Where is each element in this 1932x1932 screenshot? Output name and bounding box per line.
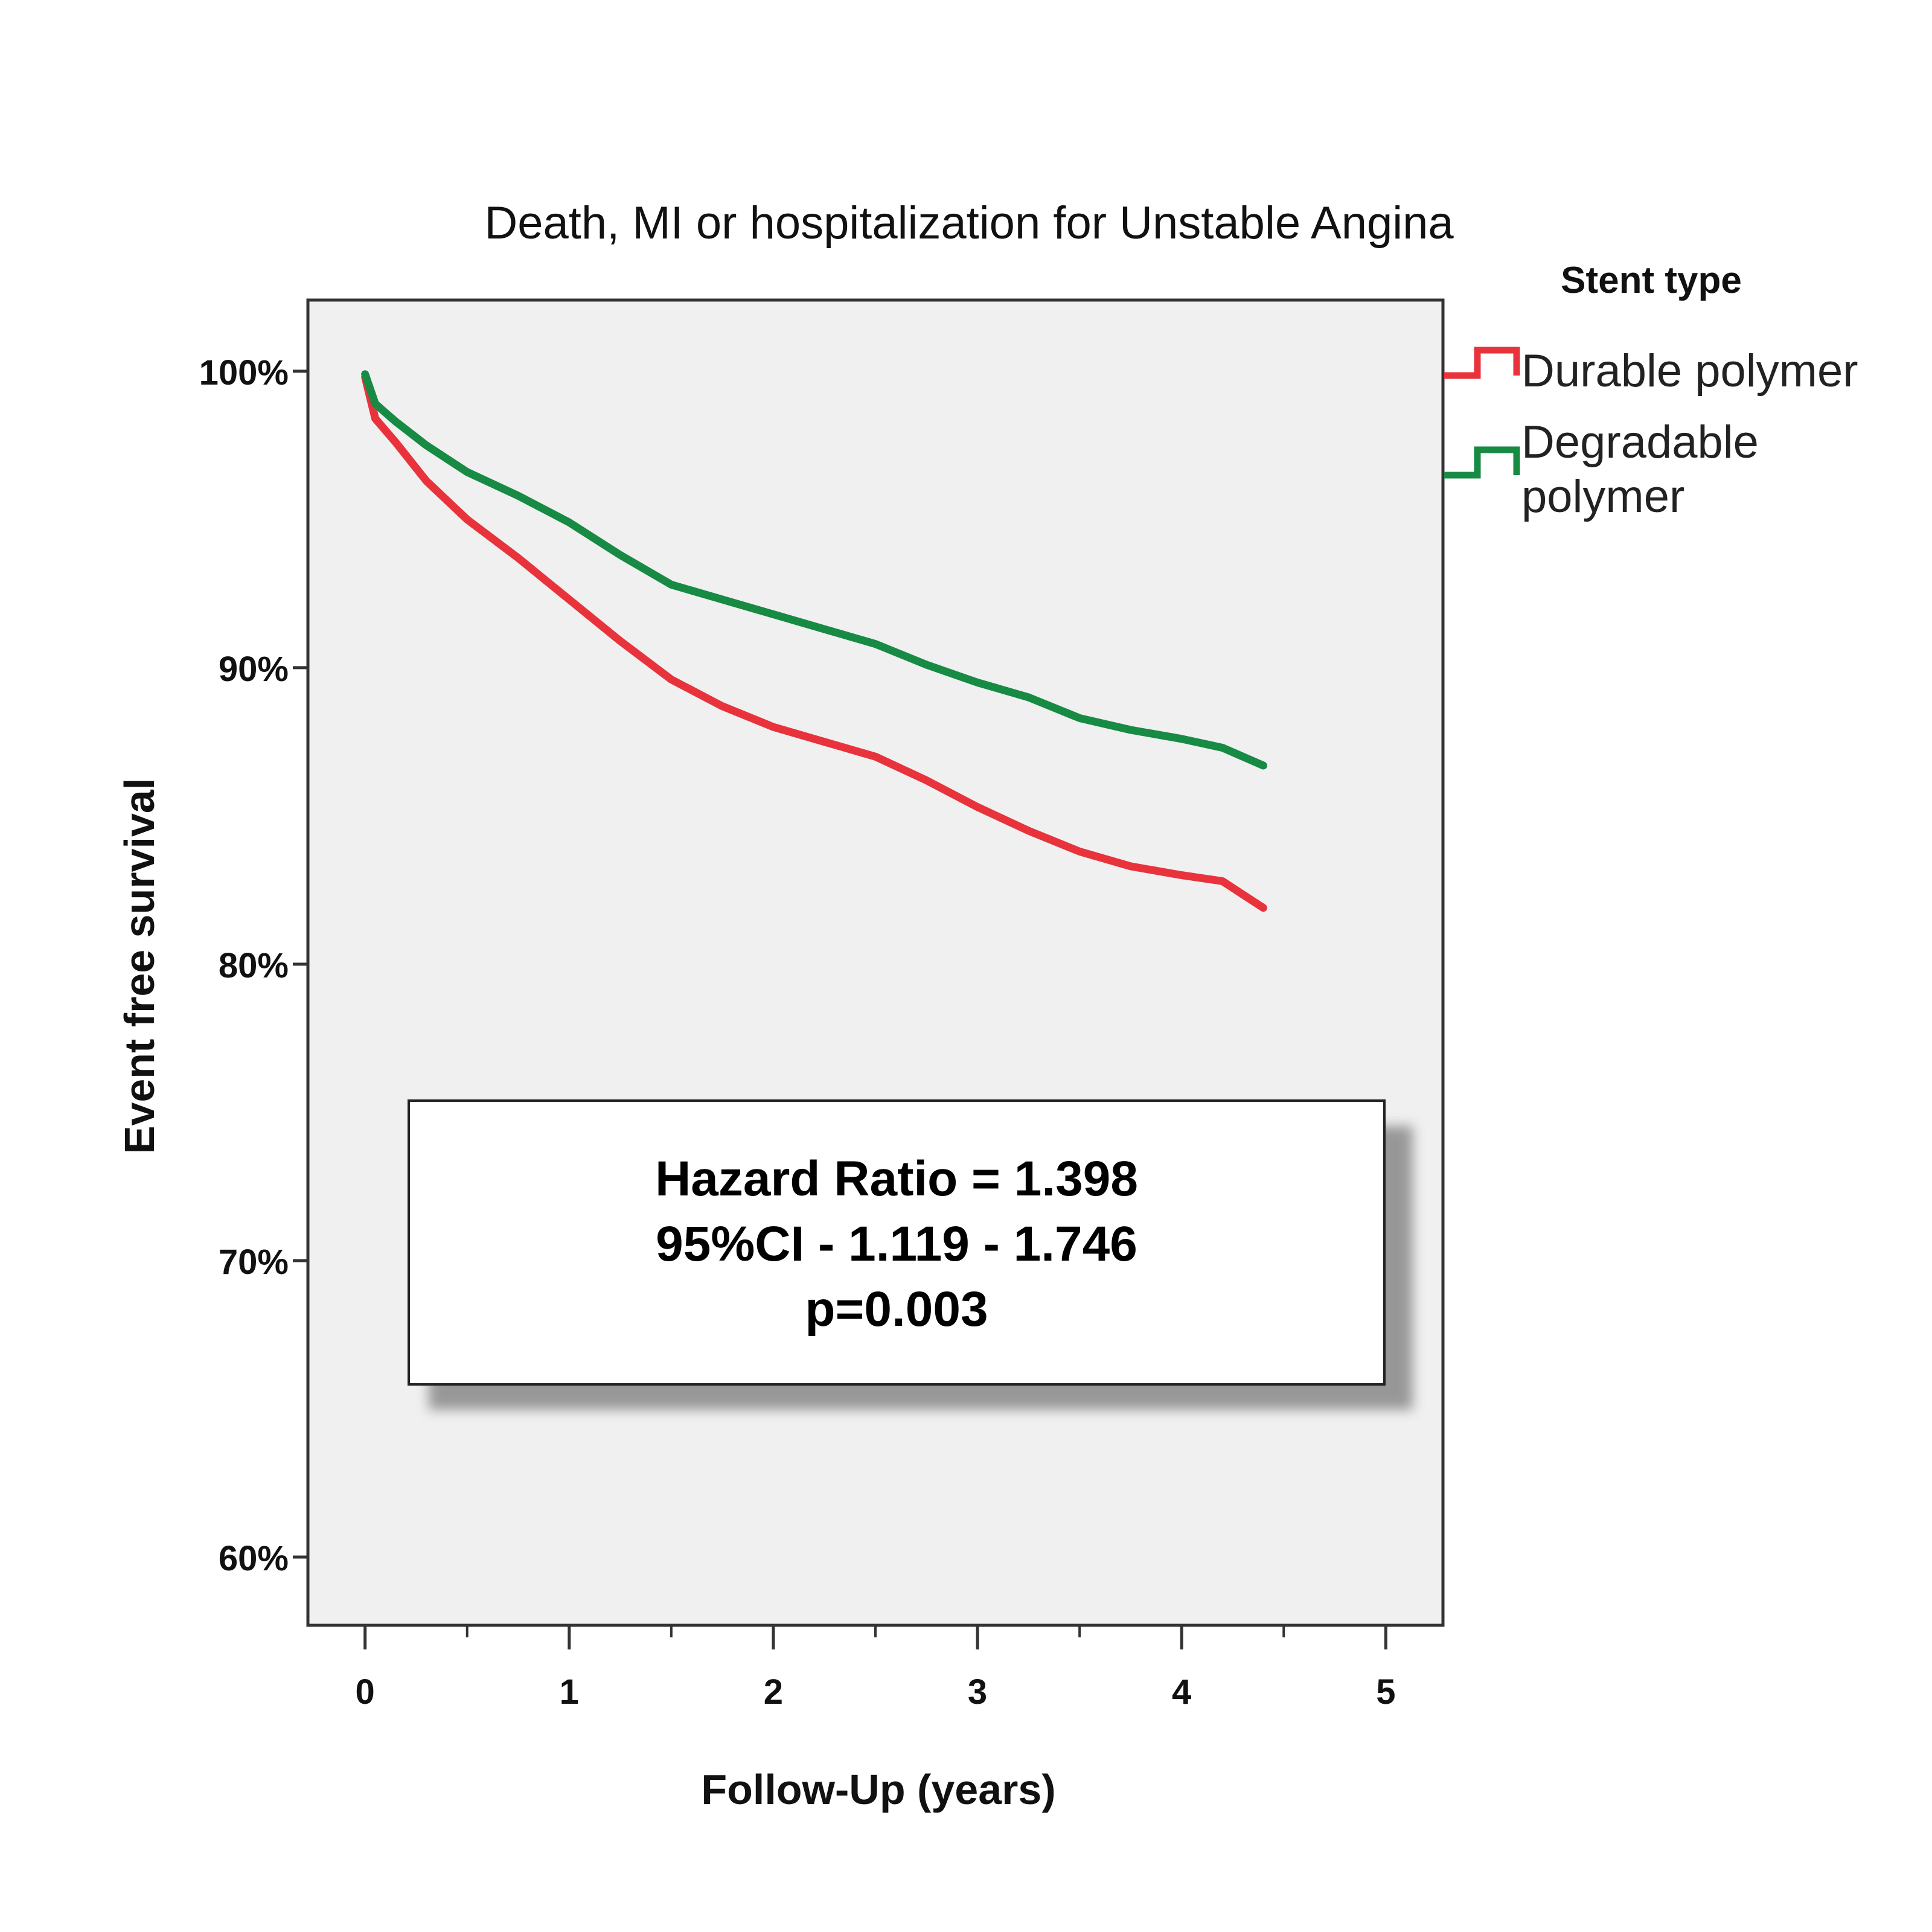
chart-title: Death, MI or hospitalization for Unstabl…: [484, 197, 1454, 249]
x-axis-label: Follow-Up (years): [701, 1766, 1055, 1813]
legend: Stent type Durable polymer Degradable po…: [1444, 260, 1858, 522]
legend-label-degradable-line-2: polymer: [1521, 471, 1684, 522]
series-layer: [361, 370, 1267, 912]
series-line-durable-polymer: [361, 373, 1267, 912]
legend-label-durable: Durable polymer: [1521, 345, 1858, 397]
x-tick-label: 3: [968, 1672, 987, 1712]
x-tick-label: 1: [560, 1672, 579, 1712]
annotation-line-3: p=0.003: [805, 1282, 988, 1337]
legend-label-degradable: Degradable polymer: [1521, 417, 1771, 522]
annotation-line-2: 95%CI - 1.119 - 1.746: [656, 1217, 1137, 1271]
y-axis-ticks: 60% 70% 80% 90% 100%: [199, 353, 308, 1578]
legend-title: Stent type: [1561, 260, 1742, 301]
x-tick-label: 5: [1376, 1672, 1395, 1712]
y-tick-label: 70%: [219, 1243, 289, 1282]
y-tick-label: 100%: [199, 353, 289, 392]
x-tick-label: 0: [356, 1672, 375, 1712]
x-tick-label: 4: [1172, 1672, 1191, 1712]
x-tick-label: 2: [764, 1672, 783, 1712]
y-tick-label: 80%: [219, 946, 289, 985]
legend-label-degradable-line-1: Degradable: [1521, 417, 1759, 468]
y-tick-label: 90%: [219, 650, 289, 689]
y-axis-label: Event free survival: [116, 778, 163, 1154]
y-tick-label: 60%: [219, 1539, 289, 1578]
series-line-degradable-polymer: [361, 370, 1267, 770]
x-axis-ticks: 0 1 2 3 4 5: [356, 1625, 1395, 1712]
legend-swatch-durable: [1444, 347, 1520, 379]
annotation-panel: [408, 1099, 1386, 1386]
annotation-line-1: Hazard Ratio = 1.398: [655, 1151, 1138, 1206]
legend-swatch-degradable: [1444, 446, 1520, 479]
annotation-box: Hazard Ratio = 1.398 95%CI - 1.119 - 1.7…: [408, 1099, 1413, 1410]
plot-area: [306, 298, 1445, 1627]
